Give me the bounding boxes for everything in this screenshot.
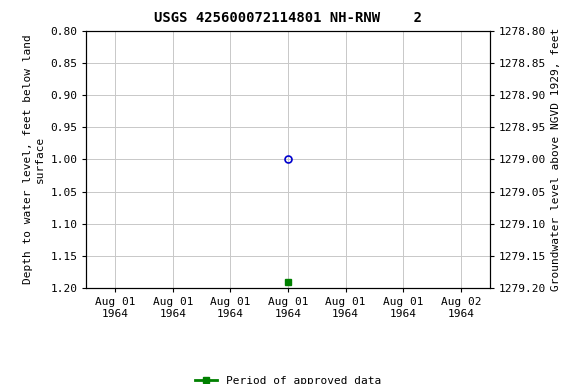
Y-axis label: Depth to water level, feet below land
surface: Depth to water level, feet below land su… <box>23 35 45 284</box>
Title: USGS 425600072114801 NH-RNW    2: USGS 425600072114801 NH-RNW 2 <box>154 12 422 25</box>
Legend: Period of approved data: Period of approved data <box>191 372 385 384</box>
Y-axis label: Groundwater level above NGVD 1929, feet: Groundwater level above NGVD 1929, feet <box>551 28 562 291</box>
